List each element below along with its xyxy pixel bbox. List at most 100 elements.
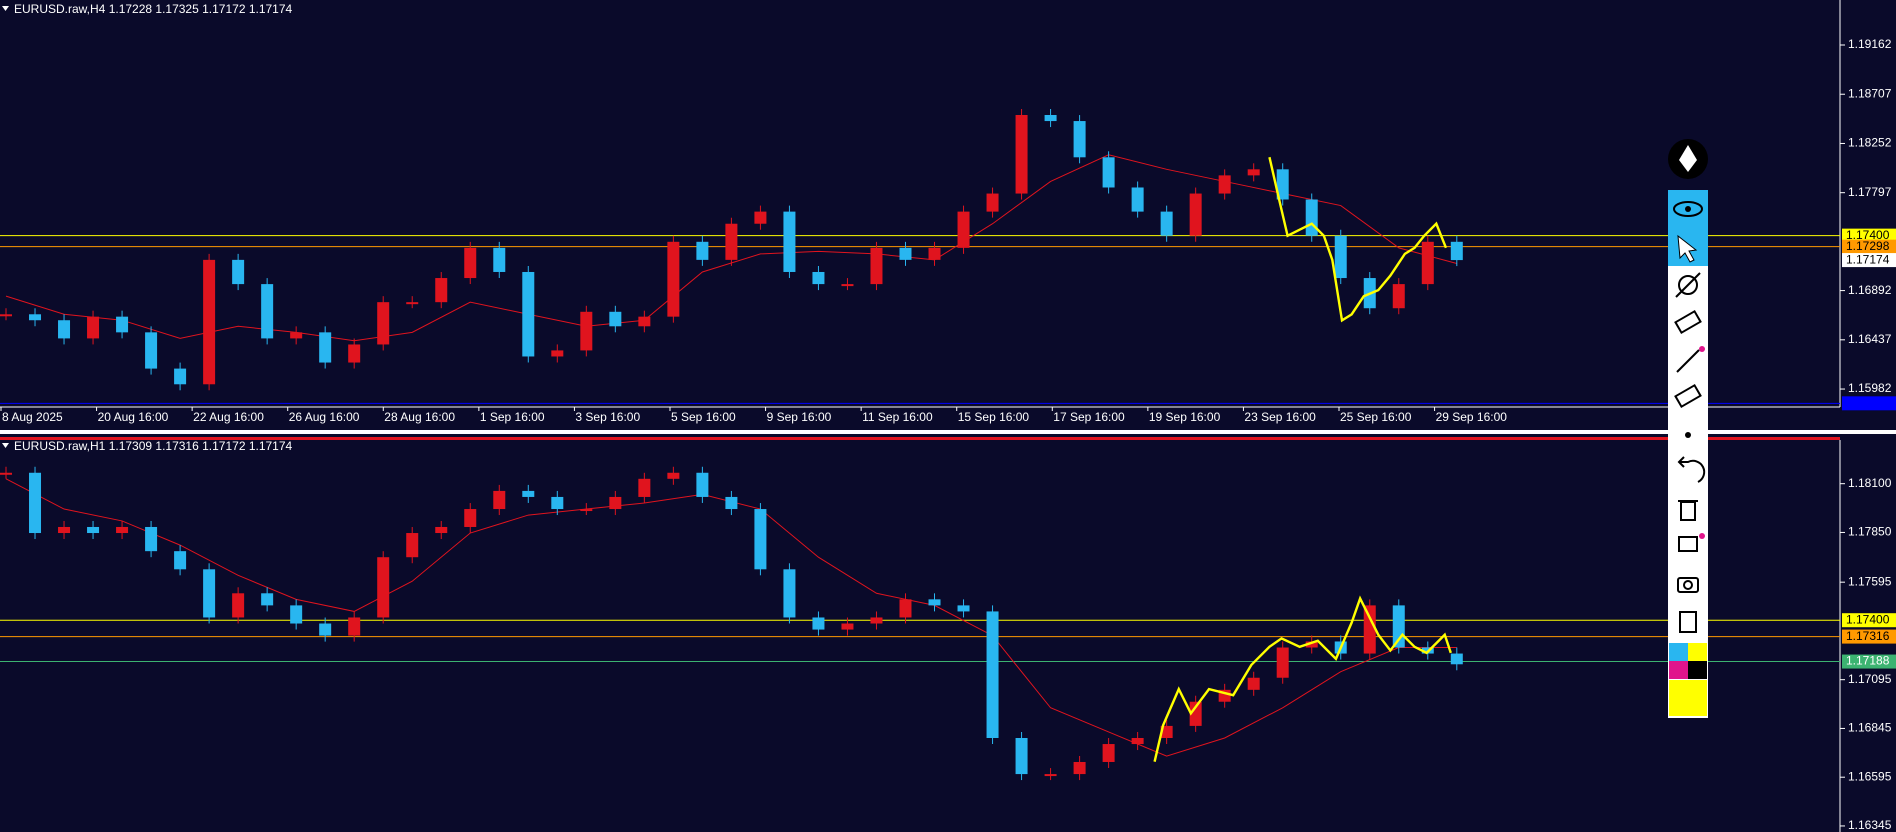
- x-tick-label: 29 Sep 16:00: [1436, 410, 1508, 424]
- price-tag-label: 1.17298: [1846, 239, 1890, 253]
- eye-pupil: [1685, 206, 1691, 212]
- x-tick-label: 3 Sep 16:00: [575, 410, 640, 424]
- y-tick-label: 1.17095: [1848, 672, 1892, 686]
- y-tick-label: 1.19162: [1848, 37, 1892, 51]
- candle-body: [1073, 761, 1086, 775]
- camera-lens: [1683, 580, 1693, 590]
- y-tick-label: 1.18252: [1848, 136, 1892, 150]
- candle-body: [232, 259, 245, 285]
- candle-body: [1189, 701, 1202, 726]
- toolbar: [1668, 139, 1708, 718]
- candle-body: [406, 533, 419, 558]
- y-tick-label: 1.17850: [1848, 525, 1892, 539]
- candle-body: [580, 311, 593, 351]
- candle-body: [174, 551, 187, 570]
- y-tick-label: 1.17595: [1848, 574, 1892, 588]
- hide-tool-slash: [1675, 272, 1701, 298]
- x-tick-label: 26 Aug 16:00: [289, 410, 360, 424]
- candle-body: [957, 605, 970, 612]
- price-tag-label: 1.17400: [1846, 612, 1890, 626]
- clipboard-tool[interactable]: [1679, 611, 1697, 633]
- panel-border: [0, 437, 1840, 440]
- candle-body: [551, 496, 564, 510]
- candle-body: [812, 617, 825, 630]
- price-tag: [1842, 239, 1896, 254]
- candle-body: [377, 302, 390, 345]
- x-tick-label: 11 Sep 16:00: [862, 410, 933, 424]
- y-tick-label: 1.16892: [1848, 283, 1892, 297]
- candle-body: [87, 316, 100, 339]
- drawing[interactable]: [1153, 595, 1452, 762]
- candle-body: [1450, 653, 1463, 665]
- color-yellow[interactable]: [1688, 643, 1707, 661]
- candle-body: [1131, 187, 1144, 212]
- color-cyan[interactable]: [1669, 643, 1688, 661]
- x-tick-label: 23 Sep 16:00: [1244, 410, 1316, 424]
- candle-body: [696, 241, 709, 260]
- candle-body: [1015, 737, 1028, 775]
- candle-body: [609, 311, 622, 327]
- candle-body: [203, 569, 216, 618]
- candle-body: [667, 472, 680, 479]
- candle-body: [116, 526, 129, 534]
- x-tick-label: 28 Aug 16:00: [384, 410, 455, 424]
- undo-tool[interactable]: [1677, 456, 1706, 483]
- candle-body: [1421, 241, 1434, 285]
- candle-body: [870, 617, 883, 624]
- candle-body: [1392, 284, 1405, 309]
- color-black[interactable]: [1688, 661, 1707, 679]
- y-tick-label: 1.18100: [1848, 476, 1892, 490]
- color-magenta[interactable]: [1669, 661, 1688, 679]
- screenshot-tool[interactable]: [1677, 577, 1699, 593]
- candle-body: [145, 526, 158, 552]
- candle-body: [1218, 689, 1231, 702]
- candle-body: [841, 623, 854, 630]
- y-tick-label: 1.17797: [1848, 185, 1892, 199]
- hide-tool[interactable]: [1678, 275, 1698, 295]
- dot-tool[interactable]: [1685, 432, 1691, 438]
- x-tick-label: 19 Sep 16:00: [1149, 410, 1221, 424]
- candle-body: [1102, 157, 1115, 188]
- candle-body: [145, 332, 158, 369]
- candle-body: [1276, 647, 1289, 678]
- candle-body: [1102, 744, 1115, 762]
- template-tool[interactable]: [1678, 536, 1698, 552]
- candle-body: [1160, 211, 1173, 236]
- x-tick-label: 9 Sep 16:00: [767, 410, 832, 424]
- chart-header: EURUSD.raw,H1 1.17309 1.17316 1.17172 1.…: [14, 439, 293, 453]
- candle-body: [29, 314, 42, 321]
- candle-body: [1334, 235, 1347, 279]
- candle-body: [435, 526, 448, 534]
- eye-tool[interactable]: [1673, 201, 1703, 217]
- candle-body: [754, 211, 767, 224]
- panel-separator: [0, 430, 1896, 434]
- drawing[interactable]: [1268, 156, 1448, 323]
- y-tick-label: 1.16437: [1848, 332, 1892, 346]
- candle-body: [638, 478, 651, 497]
- color-current[interactable]: [1669, 680, 1707, 716]
- ruler-tool[interactable]: [1674, 383, 1702, 409]
- candle-body: [290, 605, 303, 624]
- candle-body: [261, 593, 274, 606]
- candle-body: [493, 247, 506, 272]
- line-tool[interactable]: [1676, 349, 1700, 373]
- eraser-tool[interactable]: [1674, 309, 1702, 335]
- price-tag-label: 1.17188: [1846, 654, 1890, 668]
- candle-body: [522, 490, 535, 497]
- cursor-tool[interactable]: [1677, 234, 1698, 263]
- candle-body: [261, 284, 274, 339]
- candle-body: [551, 350, 564, 357]
- chart-header: EURUSD.raw,H4 1.17228 1.17325 1.17172 1.…: [14, 2, 293, 16]
- candle-body: [841, 284, 854, 287]
- collapse-arrow[interactable]: [2, 6, 9, 11]
- candle-body: [1189, 193, 1202, 236]
- price-tag: [1842, 396, 1896, 411]
- candle-body: [319, 623, 332, 636]
- y-tick-label: 1.18707: [1848, 86, 1892, 100]
- x-tick-label: 8 Aug 2025: [2, 410, 63, 424]
- candle-body: [1015, 115, 1028, 194]
- collapse-arrow[interactable]: [2, 443, 9, 448]
- candle-body: [957, 211, 970, 248]
- candle-body: [986, 611, 999, 738]
